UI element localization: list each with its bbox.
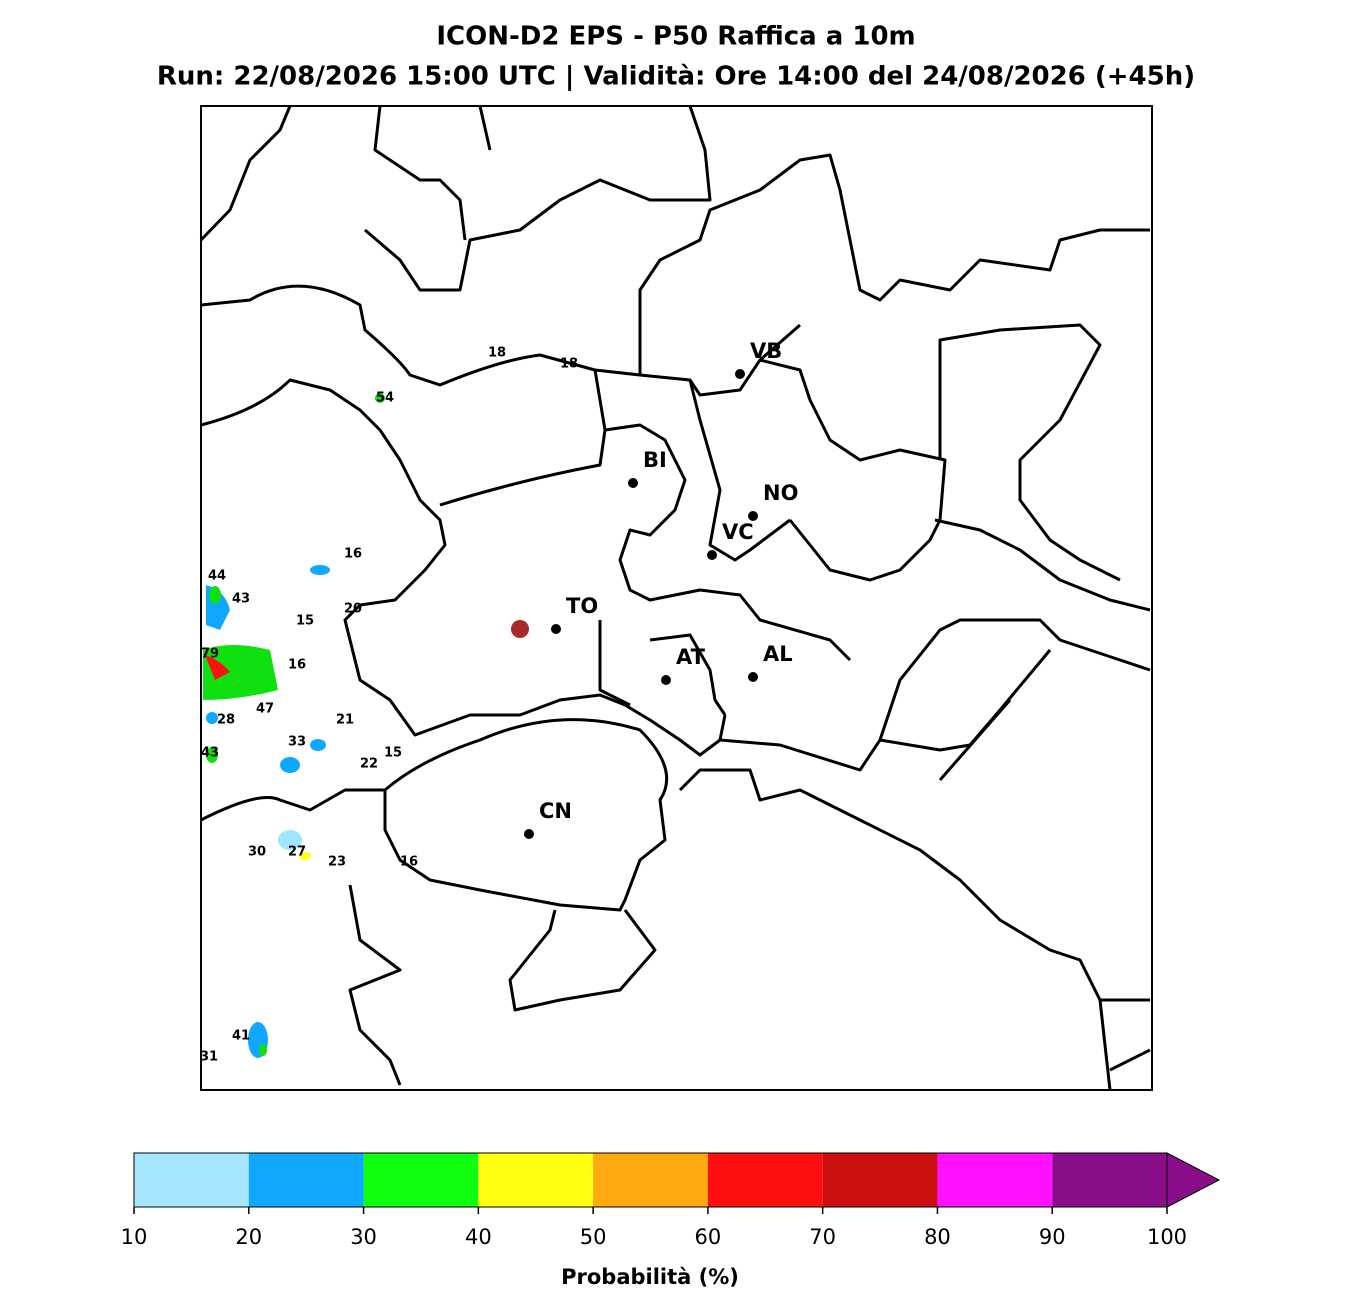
city-label: TO: [566, 594, 598, 618]
city-label: BI: [643, 448, 667, 472]
city-dot: [735, 369, 745, 379]
value-annotation: 28: [217, 713, 235, 728]
value-annotation: 43: [201, 746, 219, 761]
city-label: AL: [763, 642, 793, 666]
colorbar-swatch: [593, 1153, 708, 1207]
value-annotation: 30: [248, 845, 266, 860]
colorbar-extension: [1166, 1152, 1221, 1208]
colorbar-swatch: [478, 1153, 594, 1207]
value-annotation: 41: [232, 1029, 250, 1044]
colorbar-tick-label: 50: [580, 1225, 607, 1249]
colorbar-tick-label: 60: [695, 1225, 722, 1249]
city-label: NO: [763, 481, 798, 505]
city-label: VB: [750, 339, 782, 363]
value-annotation: 54: [376, 391, 394, 406]
value-annotation: 21: [336, 713, 354, 728]
value-annotation: 44: [208, 569, 226, 584]
colorbar-swatch: [707, 1153, 823, 1207]
map-frame: [200, 105, 1153, 1091]
value-annotation: 16: [288, 658, 306, 673]
city-label: CN: [539, 799, 572, 823]
value-annotation: 79: [201, 647, 219, 662]
colorbar-label: Probabilità (%): [561, 1265, 739, 1289]
city-dot: [551, 624, 561, 634]
colorbar-outline: [133, 1152, 1168, 1208]
colorbar: 10 20 30 40 50 60 70 80 90 100: [121, 1152, 1221, 1249]
value-annotation: 27: [288, 845, 306, 860]
colorbar-swatch: [822, 1153, 938, 1207]
colorbar-swatch: [248, 1153, 364, 1207]
value-annotation: 18: [488, 346, 506, 361]
colorbar-tick-label: 20: [235, 1225, 262, 1249]
cities: VB BI NO VC TO AT AL CN: [524, 339, 798, 839]
precip-blobs: [203, 393, 385, 1058]
colorbar-tick-label: 10: [121, 1225, 148, 1249]
value-annotation: 16: [344, 547, 362, 562]
city-label: VC: [722, 520, 754, 544]
value-annotation: 31: [200, 1050, 218, 1065]
colorbar-tick-label: 80: [924, 1225, 951, 1249]
colorbar-tick-label: 30: [350, 1225, 377, 1249]
location-marker: [511, 620, 529, 638]
colorbar-tick-label: 40: [465, 1225, 492, 1249]
city-dot: [628, 478, 638, 488]
value-annotation: 43: [232, 592, 250, 607]
annotations: 18 18 54 16 44 43 20 15 79 16 47 28 21 33 43 15 22 30 27 23…: [200, 346, 578, 1065]
colorbar-swatch: [134, 1153, 249, 1207]
value-annotation: 15: [384, 746, 402, 761]
value-annotation: 22: [360, 757, 378, 772]
colorbar-tick-label: 70: [809, 1225, 836, 1249]
city-dot: [707, 550, 717, 560]
borders: [199, 105, 1151, 1091]
value-annotation: 33: [288, 735, 306, 750]
colorbar-swatch: [937, 1153, 1053, 1207]
value-annotation: 16: [400, 855, 418, 870]
value-annotation: 23: [328, 855, 346, 870]
colorbar-swatch: [363, 1153, 479, 1207]
city-dot: [748, 511, 758, 521]
value-annotation: 20: [344, 602, 362, 617]
value-annotation: 47: [256, 702, 274, 717]
city-label: AT: [676, 645, 706, 669]
city-dot: [661, 675, 671, 685]
city-dot: [748, 672, 758, 682]
colorbar-swatch: [1052, 1153, 1167, 1207]
city-dot: [524, 829, 534, 839]
colorbar-tick-label: 100: [1147, 1225, 1187, 1249]
value-annotation: 18: [560, 357, 578, 372]
colorbar-tick-label: 90: [1039, 1225, 1066, 1249]
map: VB BI NO VC TO AT AL CN 18 18 54 16 44 43 20 15 79 16 47 2…: [199, 105, 1153, 1091]
title: ICON-D2 EPS - P50 Raffica a 10m: [436, 22, 915, 52]
value-annotation: 15: [296, 614, 314, 629]
subtitle: Run: 22/08/2026 15:00 UTC | Validità: Or…: [157, 62, 1195, 92]
